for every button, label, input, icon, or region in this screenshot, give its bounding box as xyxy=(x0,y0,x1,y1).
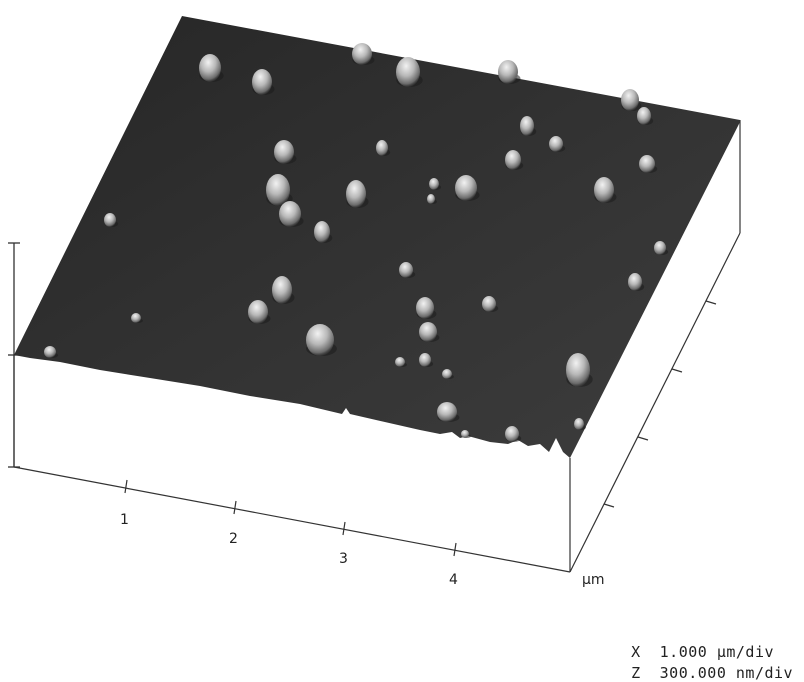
surface-peak xyxy=(352,43,372,65)
surface-peak xyxy=(314,221,330,243)
x-tick-label-4: 4 xyxy=(449,572,458,588)
surface-peak xyxy=(574,418,584,430)
surface-peak xyxy=(44,346,56,358)
surface-peak xyxy=(628,273,642,291)
surface-peak xyxy=(437,402,457,422)
surface-peak xyxy=(266,174,290,206)
surface-peak xyxy=(455,175,477,201)
surface-peak xyxy=(429,178,439,190)
surface-peak xyxy=(498,60,518,84)
surface-peak xyxy=(396,57,420,87)
x-tick-label-2: 2 xyxy=(229,531,238,547)
surface-peak xyxy=(104,213,116,227)
surface-peak xyxy=(248,300,268,324)
surface-peak xyxy=(566,353,590,387)
surface-peak xyxy=(376,140,388,156)
surface-peak xyxy=(594,177,614,203)
surface-peak xyxy=(639,155,655,173)
x-scale-symbol: X xyxy=(631,643,641,661)
surface-peak xyxy=(461,430,469,438)
surface-peak xyxy=(395,357,405,367)
surface-peaks xyxy=(44,43,669,442)
surface-peak xyxy=(399,262,413,278)
z-scale-readout: Z 300.000 nm/div xyxy=(612,646,793,682)
x-axis-unit: µm xyxy=(582,572,605,588)
x-tick-label-1: 1 xyxy=(120,512,129,528)
y-axis-ticks xyxy=(603,300,717,508)
surface-peak xyxy=(621,89,639,111)
z-scale-symbol: Z xyxy=(631,664,641,682)
surface-peak xyxy=(306,324,334,356)
surface-peak xyxy=(505,426,519,442)
surface-peak xyxy=(482,296,496,312)
surface-peak xyxy=(274,140,294,164)
afm-surface xyxy=(14,16,740,458)
surface-peak xyxy=(654,241,666,255)
surface-peak xyxy=(199,54,221,82)
z-scale-value: 300.000 nm/div xyxy=(659,664,794,682)
surface-peak xyxy=(549,136,563,152)
x-tick-label-3: 3 xyxy=(339,551,348,567)
surface-peak xyxy=(416,297,434,319)
surface-peak xyxy=(442,369,452,379)
surface-peak xyxy=(637,107,651,125)
x-scale-value: 1.000 µm/div xyxy=(659,643,775,661)
surface-peak xyxy=(252,69,272,95)
surface-peak xyxy=(419,353,431,367)
surface-peak xyxy=(505,150,521,170)
surface-peak xyxy=(346,180,366,208)
surface-peak xyxy=(520,116,534,136)
surface-peak xyxy=(427,194,435,204)
surface-peak xyxy=(279,201,301,227)
box-outline xyxy=(13,120,741,573)
surface-peak xyxy=(419,322,437,342)
surface-peak xyxy=(131,313,141,323)
surface-peak xyxy=(272,276,292,304)
x-scale-readout: X 1.000 µm/div xyxy=(612,625,774,661)
x-axis-ticks xyxy=(124,479,457,557)
